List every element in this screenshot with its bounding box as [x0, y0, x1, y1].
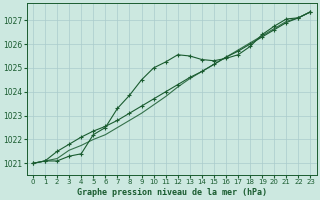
X-axis label: Graphe pression niveau de la mer (hPa): Graphe pression niveau de la mer (hPa) [77, 188, 267, 197]
